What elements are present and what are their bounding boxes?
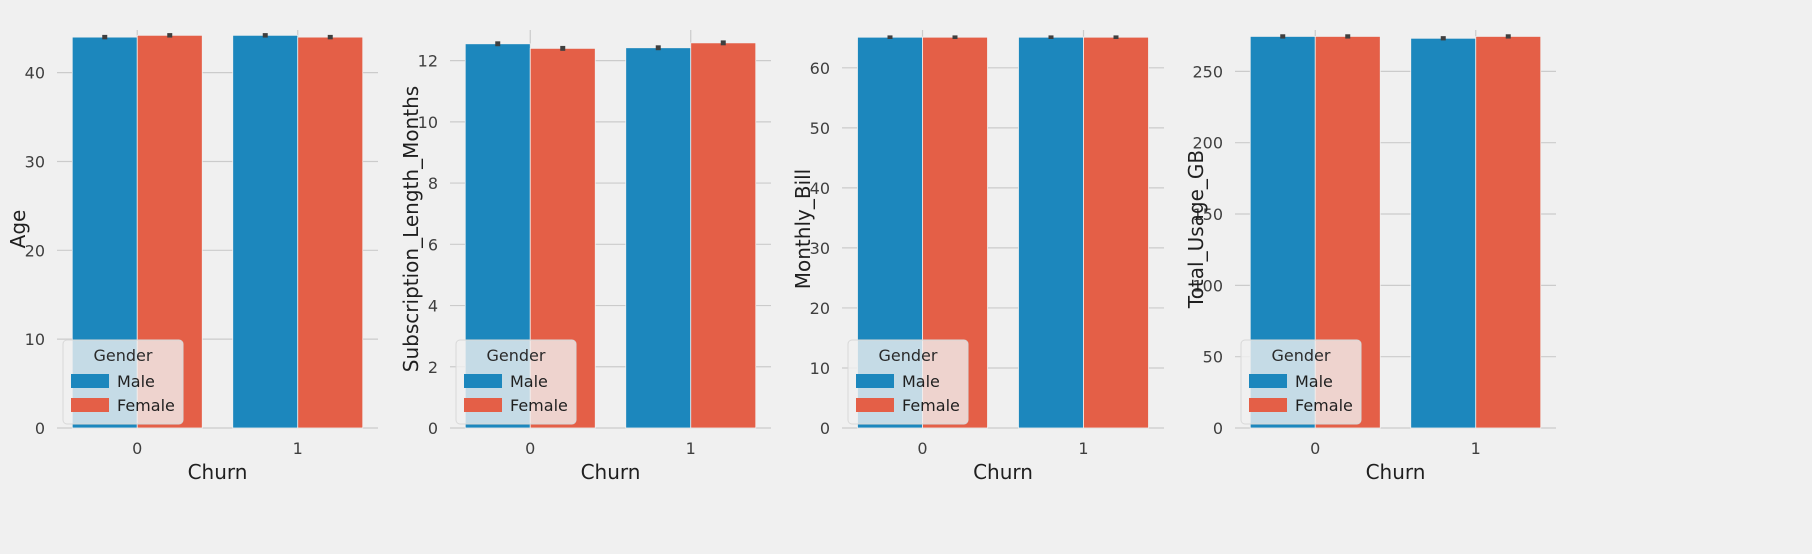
y-axis-label: Age <box>6 210 30 249</box>
legend-label-male: Male <box>117 372 155 391</box>
legend-label-male: Male <box>1295 372 1333 391</box>
y-tick-label: 0 <box>35 419 45 438</box>
y-tick-label: 20 <box>810 299 830 318</box>
legend: Gender Male Female <box>1240 339 1362 425</box>
x-tick-label: 1 <box>686 439 696 458</box>
y-tick-label: 2 <box>428 358 438 377</box>
bar-male-churn-1 <box>232 34 299 429</box>
y-tick-label: 0 <box>428 419 438 438</box>
y-tick-label: 10 <box>25 330 45 349</box>
legend-label-female: Female <box>902 396 960 415</box>
legend-title: Gender <box>94 346 153 365</box>
y-tick-label: 40 <box>810 179 830 198</box>
x-axis-label: Churn <box>188 460 248 484</box>
y-tick-label: 10 <box>810 359 830 378</box>
legend-swatch-female <box>71 398 109 412</box>
y-tick-label: 250 <box>1192 62 1223 81</box>
legend-swatch-female <box>1249 398 1287 412</box>
bar-female-churn-1 <box>1475 36 1542 429</box>
legend-swatch-male <box>464 374 502 388</box>
y-tick-label: 60 <box>810 59 830 78</box>
y-tick-label: 12 <box>418 52 438 71</box>
x-tick-label: 1 <box>293 439 303 458</box>
chart-panel-3: 0 10 20 30 40 50 60 0 1 Churn Monthly_Bill Gender Ma… <box>791 30 1164 484</box>
legend-label-female: Female <box>1295 396 1353 415</box>
y-tick-label: 150 <box>1192 205 1223 224</box>
x-tick-label: 1 <box>1078 439 1088 458</box>
legend-title: Gender <box>487 346 546 365</box>
legend-label-male: Male <box>510 372 548 391</box>
y-tick-label: 40 <box>25 64 45 83</box>
y-tick-label: 4 <box>428 297 438 316</box>
y-axis-label: Monthly_Bill <box>791 169 815 289</box>
bar-male-churn-1 <box>1018 36 1084 429</box>
x-tick-label: 0 <box>1310 439 1320 458</box>
x-tick-label: 0 <box>917 439 927 458</box>
legend-label-male: Male <box>902 372 940 391</box>
legend-label-female: Female <box>510 396 568 415</box>
bar-male-churn-1 <box>625 47 692 429</box>
legend-swatch-female <box>464 398 502 412</box>
chart-panel-2: 0 2 4 6 8 10 12 0 1 Churn Subscription_Length_Mont… <box>399 30 771 484</box>
x-tick-label: 0 <box>132 439 142 458</box>
x-tick-label: 1 <box>1471 439 1481 458</box>
y-tick-label: 0 <box>820 419 830 438</box>
legend: Gender Male Female <box>62 339 184 425</box>
y-axis-label: Subscription_Length_Months <box>399 86 423 372</box>
legend-swatch-male <box>1249 374 1287 388</box>
y-tick-label: 50 <box>1203 348 1223 367</box>
legend: Gender Male Female <box>455 339 577 425</box>
legend-swatch-male <box>856 374 894 388</box>
y-tick-label: 50 <box>810 119 830 138</box>
x-axis-label: Churn <box>581 460 641 484</box>
legend-label-female: Female <box>117 396 175 415</box>
x-tick-label: 0 <box>525 439 535 458</box>
y-tick-label: 20 <box>25 241 45 260</box>
legend-title: Gender <box>1272 346 1331 365</box>
y-tick-label: 30 <box>25 152 45 171</box>
y-tick-label: 0 <box>1213 419 1223 438</box>
legend-swatch-male <box>71 374 109 388</box>
y-axis-label: Total_Usage_GB <box>1184 150 1208 309</box>
y-tick-label: 100 <box>1192 276 1223 295</box>
y-tick-label: 200 <box>1192 134 1223 153</box>
bar-female-churn-1 <box>690 42 757 429</box>
chart-panel-4: 0 50 100 150 200 250 0 1 Churn Total_Usage_GB Gend… <box>1184 30 1556 484</box>
bar-male-churn-1 <box>1410 37 1477 429</box>
bar-female-churn-1 <box>297 36 364 429</box>
y-tick-label: 10 <box>418 113 438 132</box>
legend: Gender Male Female <box>847 339 969 425</box>
x-axis-label: Churn <box>973 460 1033 484</box>
legend-swatch-female <box>856 398 894 412</box>
y-tick-label: 6 <box>428 235 438 254</box>
chart-panel-1: 0 10 20 30 40 0 1 Churn Age Gender Male Female <box>6 30 378 484</box>
y-tick-label: 8 <box>428 174 438 193</box>
x-axis-label: Churn <box>1366 460 1426 484</box>
y-tick-label: 30 <box>810 239 830 258</box>
legend-title: Gender <box>879 346 938 365</box>
bar-female-churn-1 <box>1083 36 1149 429</box>
